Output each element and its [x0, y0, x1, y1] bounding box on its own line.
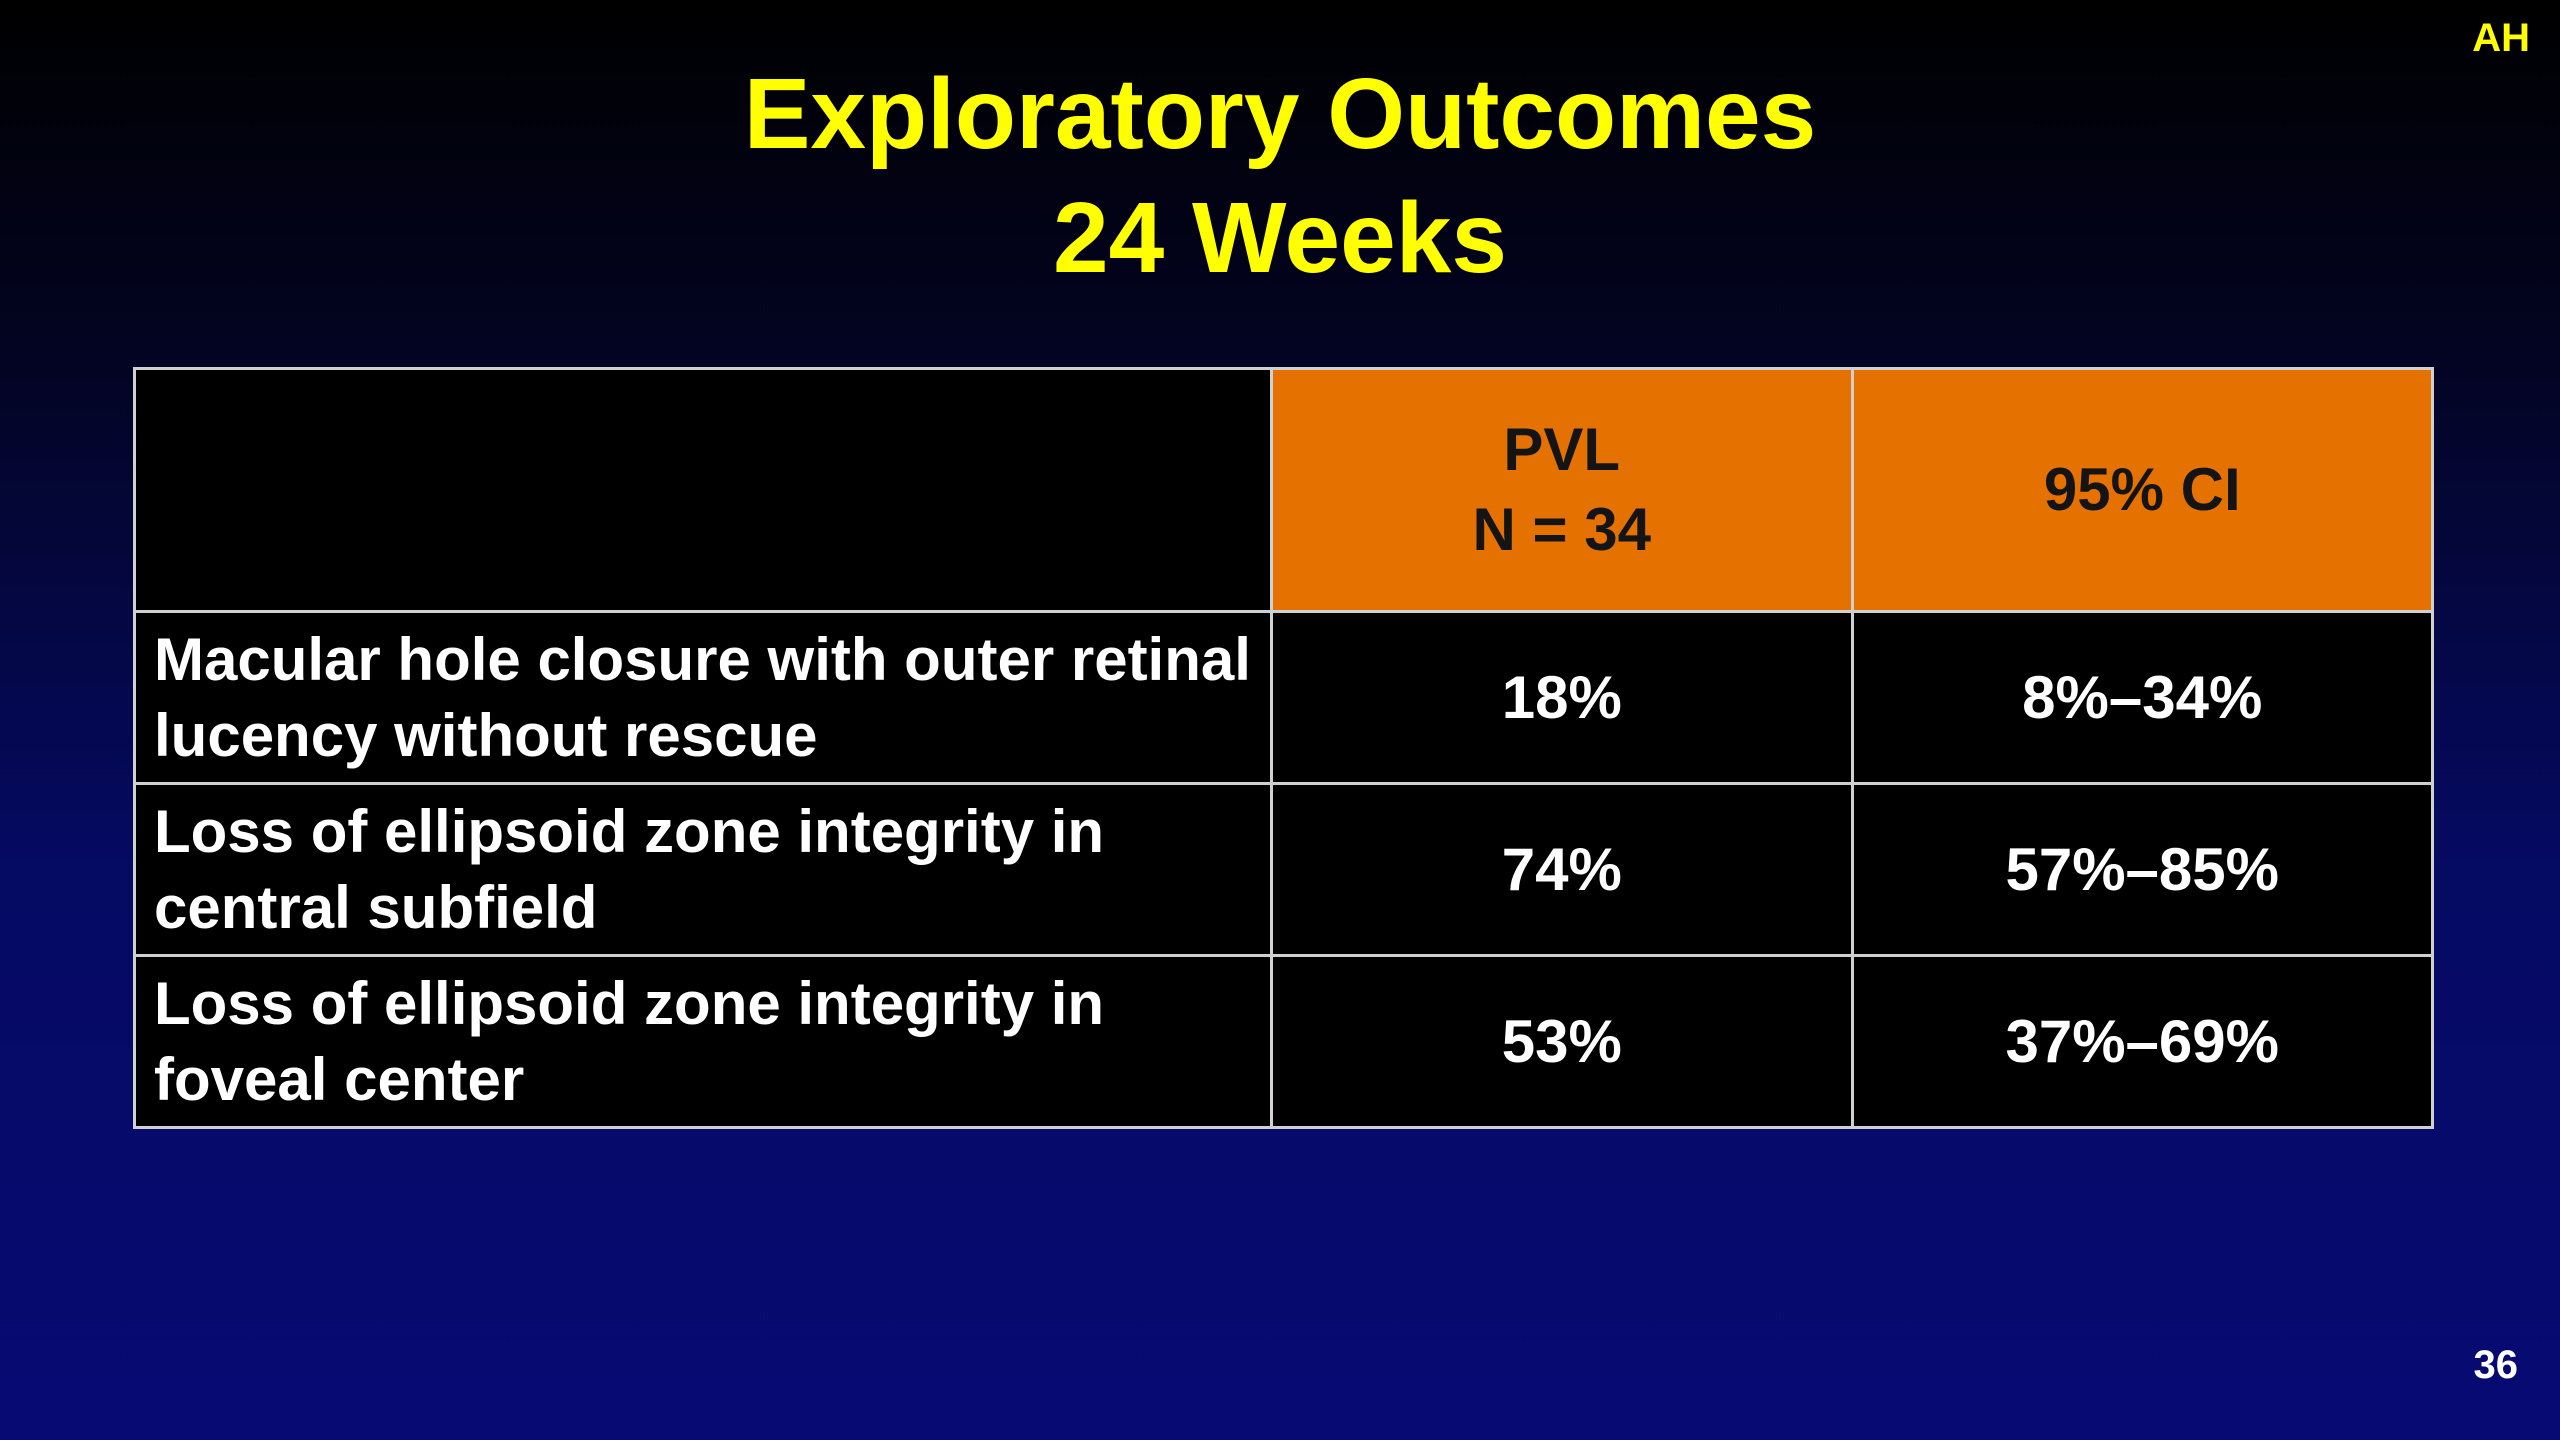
row-pvl-value: 53% [1270, 954, 1854, 1129]
slide-title-line-2: 24 Weeks [1052, 182, 1508, 294]
row-pvl-value: 18% [1270, 610, 1854, 785]
table-row: Loss of ellipsoid zone integrity in fove… [133, 954, 2434, 1129]
table-row: Macular hole closure with outer retinal … [133, 610, 2434, 785]
slide-title-line-1: Exploratory Outcomes [743, 58, 1817, 170]
slide-title: Exploratory Outcomes 24 Weeks [0, 52, 2560, 300]
header-pvl-n: N = 34 [1472, 496, 1651, 563]
page-number: 36 [2473, 1343, 2519, 1387]
header-pvl-cell: PVL N = 34 [1270, 367, 1854, 613]
row-pvl-value: 74% [1270, 782, 1854, 957]
table-header-row: PVL N = 34 95% CI [133, 367, 2434, 613]
row-label: Loss of ellipsoid zone integrity in cent… [133, 782, 1273, 957]
table-row: Loss of ellipsoid zone integrity in cent… [133, 782, 2434, 957]
row-label: Macular hole closure with outer retinal … [133, 610, 1273, 785]
outcomes-table: PVL N = 34 95% CI Macular hole closure w… [133, 367, 2434, 1129]
row-ci-value: 8%–34% [1850, 610, 2434, 785]
row-ci-value: 57%–85% [1850, 782, 2434, 957]
header-empty-cell [133, 367, 1273, 613]
header-pvl-label: PVL [1503, 416, 1621, 483]
row-ci-value: 37%–69% [1850, 954, 2434, 1129]
header-ci-cell: 95% CI [1850, 367, 2434, 613]
row-label: Loss of ellipsoid zone integrity in fove… [133, 954, 1273, 1129]
corner-tag: AH [2472, 16, 2530, 60]
